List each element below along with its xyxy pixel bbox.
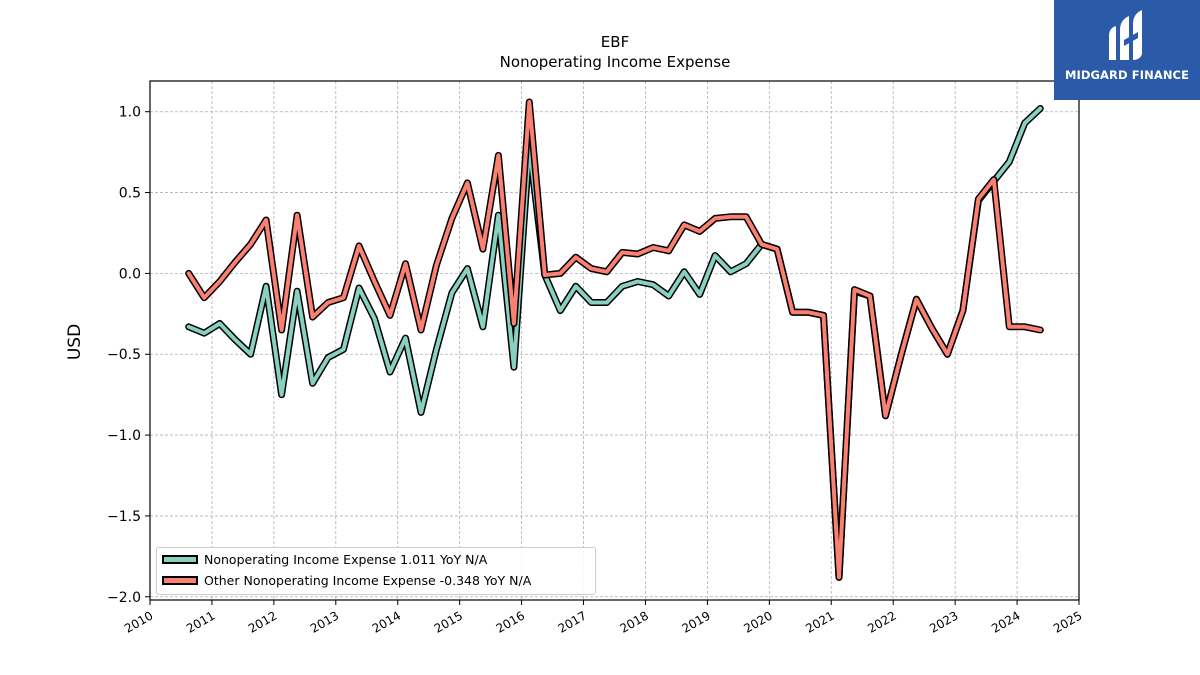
x-tick-label: 2020 [741,608,774,635]
x-tick-label: 2015 [432,608,465,635]
x-tick-label: 2010 [122,608,155,635]
x-tick-label: 2017 [556,608,589,635]
series-line-outline [185,105,1044,581]
chart-subtitle: Nonoperating Income Expense [500,53,731,71]
x-tick-label: 2024 [989,608,1022,635]
y-tick-label: −1.5 [107,509,141,525]
x-tick-label: 2025 [1051,608,1084,635]
x-tick-label: 2023 [927,608,960,635]
x-tick-label: 2018 [618,608,651,635]
y-tick-label: 1.0 [119,105,141,121]
x-axis-ticks: 2010 2011 2012 2013 2014 2015 2016 2017 2018 2019… [122,600,1085,636]
legend-label: Other Nonoperating Income Expense -0.348… [204,572,532,588]
x-tick-label: 2014 [370,608,403,635]
plot-area-frame [149,80,1080,601]
legend-swatch-icon [162,575,198,585]
y-tick-label: −1.0 [107,428,141,444]
y-axis-ticks: 1.0 0.5 0.0 −0.5 −1.0 −1.5 −2.0 [107,105,150,606]
y-tick-label: 0.0 [119,266,141,282]
legend-swatch-icon [162,554,198,564]
legend-entry: Nonoperating Income Expense 1.011 YoY N/… [162,551,487,567]
legend: Nonoperating Income Expense 1.011 YoY N/… [156,547,596,595]
series-lines [185,98,1044,581]
y-tick-label: 0.5 [119,186,141,202]
x-tick-label: 2011 [184,608,217,635]
series-line [186,106,1043,580]
y-tick-label: −0.5 [107,347,141,363]
y-axis-label: USD [65,324,85,360]
chart-title: EBF [601,33,629,51]
x-tick-label: 2016 [494,608,527,635]
y-tick-label: −2.0 [107,590,141,606]
x-tick-label: 2013 [308,608,341,635]
midgard-m-logo-icon [1109,10,1142,60]
series-line [186,100,1043,580]
legend-label: Nonoperating Income Expense 1.011 YoY N/… [204,551,488,567]
brand-logo: MIDGARD FINANCE [1054,0,1200,100]
x-tick-label: 2022 [865,608,898,635]
x-tick-label: 2021 [803,608,836,635]
x-tick-label: 2012 [246,608,279,635]
legend-entry: Other Nonoperating Income Expense -0.348… [162,572,531,588]
x-tick-label: 2019 [679,608,712,635]
brand-name: MIDGARD FINANCE [1064,68,1190,82]
series-line-outline [185,98,1044,581]
